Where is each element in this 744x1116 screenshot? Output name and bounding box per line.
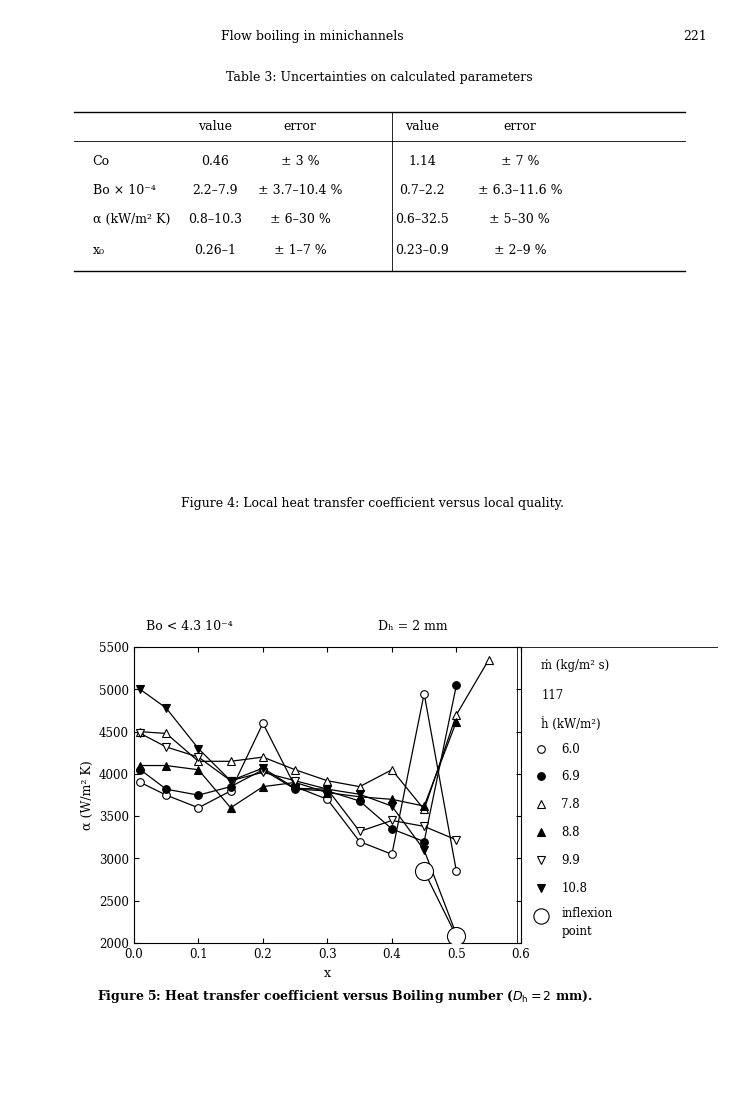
Text: α (kW/m² K): α (kW/m² K): [93, 213, 170, 227]
Text: Co: Co: [93, 155, 110, 169]
Text: 0.23–0.9: 0.23–0.9: [395, 244, 449, 257]
Text: 0.46: 0.46: [201, 155, 228, 169]
Text: Table 3: Uncertainties on calculated parameters: Table 3: Uncertainties on calculated par…: [226, 71, 533, 84]
Text: Flow boiling in minichannels: Flow boiling in minichannels: [221, 30, 404, 44]
Text: 0.7–2.2: 0.7–2.2: [400, 184, 445, 198]
Text: 6.0: 6.0: [561, 743, 580, 756]
Text: 0.8–10.3: 0.8–10.3: [187, 213, 242, 227]
Text: 2.2–7.9: 2.2–7.9: [192, 184, 237, 198]
Text: ± 1–7 %: ± 1–7 %: [274, 244, 327, 257]
X-axis label: x: x: [324, 966, 331, 980]
Text: Figure 4: Local heat transfer coefficient versus local quality.: Figure 4: Local heat transfer coefficien…: [181, 497, 563, 510]
Text: Figure 5: Heat transfer coefficient versus Boiling number ($D_\mathrm{h} = 2$ mm: Figure 5: Heat transfer coefficient vers…: [97, 988, 593, 1004]
Text: error: error: [283, 121, 316, 133]
Text: ± 7 %: ± 7 %: [501, 155, 539, 169]
Text: 10.8: 10.8: [561, 882, 587, 895]
Y-axis label: α (W/m² K): α (W/m² K): [80, 760, 94, 830]
Text: value: value: [198, 121, 231, 133]
Text: Bo < 4.3 10⁻⁴: Bo < 4.3 10⁻⁴: [146, 619, 232, 633]
Text: 7.8: 7.8: [561, 798, 580, 810]
Text: ḣ (kW/m²): ḣ (kW/m²): [541, 719, 601, 732]
Text: 8.8: 8.8: [561, 826, 580, 838]
Text: ± 3 %: ± 3 %: [280, 155, 319, 169]
Text: 9.9: 9.9: [561, 854, 580, 867]
Text: 1.14: 1.14: [408, 155, 436, 169]
Text: ṁ (kg/m² s): ṁ (kg/m² s): [541, 660, 609, 672]
Text: 0.26–1: 0.26–1: [193, 244, 236, 257]
Text: 6.9: 6.9: [561, 769, 580, 782]
Text: point: point: [561, 925, 592, 937]
Text: ± 2–9 %: ± 2–9 %: [493, 244, 546, 257]
Text: 117: 117: [541, 689, 563, 702]
Text: Dₕ = 2 mm: Dₕ = 2 mm: [378, 619, 447, 633]
Text: error: error: [504, 121, 536, 133]
Text: ± 6–30 %: ± 6–30 %: [269, 213, 330, 227]
Text: value: value: [405, 121, 439, 133]
Text: ± 3.7–10.4 %: ± 3.7–10.4 %: [258, 184, 342, 198]
Text: 221: 221: [683, 30, 707, 44]
Text: x₀: x₀: [93, 244, 105, 257]
Text: 0.6–32.5: 0.6–32.5: [395, 213, 449, 227]
Text: Bo × 10⁻⁴: Bo × 10⁻⁴: [93, 184, 155, 198]
Text: ± 5–30 %: ± 5–30 %: [490, 213, 550, 227]
Text: ± 6.3–11.6 %: ± 6.3–11.6 %: [478, 184, 562, 198]
Text: inflexion: inflexion: [561, 907, 612, 920]
